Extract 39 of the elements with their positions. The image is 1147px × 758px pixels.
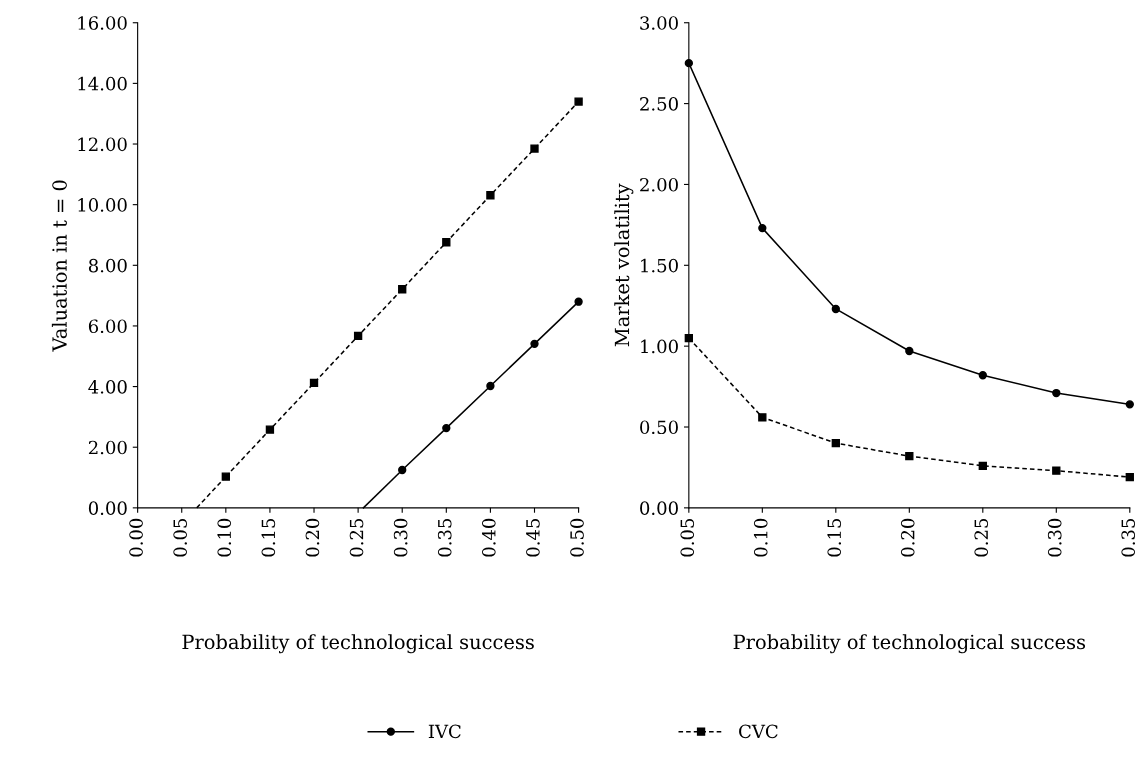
y-tick-label: 14.00 <box>78 76 127 91</box>
legend-label: IVC <box>428 724 461 739</box>
y-tick-label: 12.00 <box>78 137 127 152</box>
x-tick-label: 0.15 <box>261 518 276 557</box>
x-tick-label: 0.45 <box>526 518 540 557</box>
legend-label: CVC <box>739 724 778 739</box>
y-tick-label: 8.00 <box>88 258 127 273</box>
x-tick-label: 0.15 <box>827 518 842 557</box>
x-tick-label: 0.50 <box>570 518 584 557</box>
x-tick-label: 0.20 <box>305 518 320 557</box>
x-tick-label: 0.05 <box>173 518 187 557</box>
x-axis-title: Probability of technological success <box>733 634 1086 654</box>
x-tick-label: 0.30 <box>1047 518 1062 557</box>
x-axis-title: Probability of technological success <box>182 634 534 654</box>
y-tick-label: 1.50 <box>641 258 678 273</box>
y-tick-label: 2.50 <box>640 97 678 111</box>
y-axis-title: Market volatility <box>614 183 634 347</box>
y-tick-label: 10.00 <box>78 198 127 212</box>
y-tick-label: 3.00 <box>640 16 678 30</box>
y-tick-label: 16.00 <box>78 16 127 30</box>
x-tick-label: 0.35 <box>1121 518 1136 557</box>
y-tick-label: 4.00 <box>88 380 127 394</box>
x-tick-label: 0.40 <box>481 518 496 557</box>
y-tick-label: 2.00 <box>640 177 678 192</box>
y-tick-label: 0.00 <box>88 501 127 515</box>
x-tick-label: 0.35 <box>437 518 452 557</box>
y-axis-title: Valuation in t = 0 <box>51 180 67 352</box>
y-tick-label: 6.00 <box>88 319 127 334</box>
y-tick-label: 1.00 <box>641 339 678 354</box>
x-tick-label: 0.20 <box>900 518 915 557</box>
x-tick-label: 0.10 <box>217 518 232 557</box>
y-tick-label: 0.00 <box>640 501 678 515</box>
x-tick-label: 0.30 <box>393 518 408 557</box>
x-tick-label: 0.10 <box>753 518 768 557</box>
x-tick-label: 0.05 <box>680 518 695 557</box>
y-tick-label: 2.00 <box>88 440 127 455</box>
y-tick-label: 0.50 <box>640 420 678 435</box>
x-tick-label: 0.25 <box>974 518 989 557</box>
x-tick-label: 0.25 <box>349 518 364 557</box>
